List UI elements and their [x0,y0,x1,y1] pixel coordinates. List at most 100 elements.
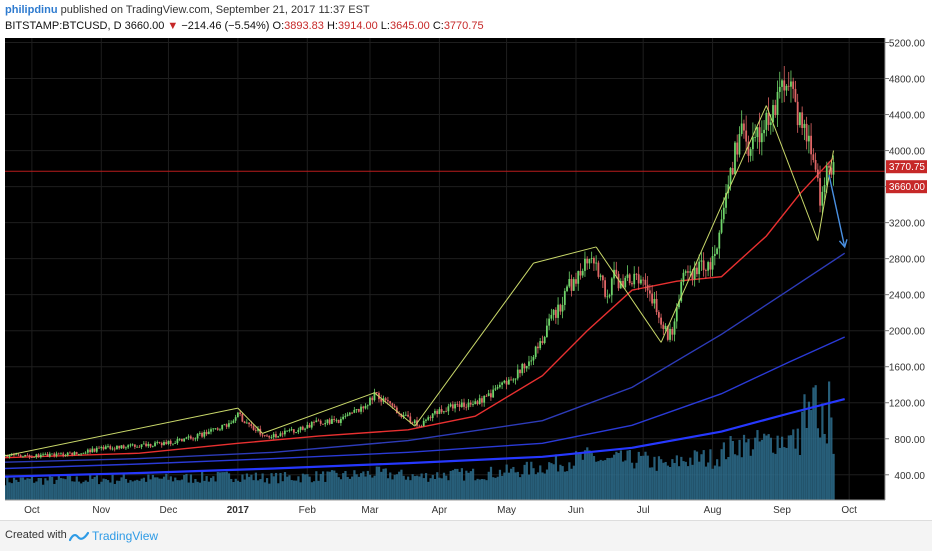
candle-down [458,404,461,407]
volume-bar [89,474,92,500]
volume-bar [664,461,667,500]
time-axis[interactable] [5,500,885,518]
candle-down [490,393,492,398]
volume-bar [75,476,78,500]
volume-bar [283,472,287,500]
volume-bar [469,471,472,500]
candle-down [456,404,459,405]
volume-bar [653,456,656,500]
price-axis[interactable] [885,38,927,500]
candle-up [95,447,98,452]
chart-area[interactable]: 400.00 800.00 1200.00 1600.00 2000.00 2400.00… [4,38,927,518]
volume-bar [662,462,665,500]
candle-down [53,453,56,456]
candle-down [440,409,443,413]
price-chart[interactable]: 400.00 800.00 1200.00 1600.00 2000.00 2400.00… [4,38,927,518]
volume-bar [216,472,219,500]
candle-down [384,398,387,401]
candle-up [716,248,718,254]
volume-bar [798,455,802,500]
volume-bar [545,469,549,500]
volume-bar [160,478,163,500]
volume-bar [718,466,721,500]
candle-up [720,219,723,233]
candle-down [801,112,804,128]
candle-up [422,420,425,427]
candle-up [552,309,555,315]
volume-bar [413,476,416,500]
volume-bar [812,387,815,500]
volume-bar [319,473,322,500]
candle-up [295,432,297,433]
volume-bar [680,456,683,500]
volume-bar [82,481,85,500]
candle-up [821,191,824,206]
candle-up [673,321,676,335]
volume-bar [77,481,81,500]
author-link[interactable]: philipdinu [5,4,58,16]
candle-down [819,178,821,206]
volume-bar [492,477,495,500]
candle-up [288,430,291,431]
volume-bar [212,476,215,500]
candle-up [684,271,687,273]
volume-bar [604,460,607,500]
candle-down [380,399,383,402]
volume-bar [384,468,387,500]
candle-down [743,123,745,131]
candle-up [825,165,828,186]
candle-up [514,378,517,380]
candle-down [145,443,147,447]
candle-down [646,284,649,291]
volume-bar [326,471,329,500]
candle-up [373,392,376,401]
tradingview-brand-link[interactable]: TradingView [92,529,159,543]
volume-bar [592,455,596,500]
volume-bar [442,472,446,500]
moving-average-line [4,336,845,470]
volume-bar [131,481,134,500]
candle-down [657,312,660,318]
volume-bar [42,484,45,500]
volume-bar [248,476,251,500]
candle-up [640,279,642,284]
candle-up [624,277,627,288]
volume-bar [801,411,804,500]
volume-bar [693,450,696,500]
candle-down [830,167,833,175]
price-label-box [886,180,927,194]
candle-up [610,278,613,296]
volume-bar [478,479,481,500]
volume-bar [485,480,488,500]
volume-bar [205,476,208,500]
candle-up [245,422,248,424]
volume-bar [402,475,405,500]
candle-up [478,398,481,404]
volume-bar [301,473,305,500]
volume-bar [281,481,284,500]
volume-bar [245,473,249,500]
volume-bar [740,457,743,500]
candle-up [823,185,826,192]
volume-bar [554,454,558,500]
candle-down [579,271,582,276]
publish-line: philipdinu published on TradingView.com,… [5,4,370,16]
candle-up [693,267,696,280]
volume-bar [274,472,278,500]
volume-bar [236,480,240,500]
candle-down [816,169,819,179]
candle-down [205,432,208,435]
candle-up [769,122,772,125]
volume-bar [261,473,264,500]
volume-bar [512,466,515,500]
volume-bar [568,462,571,500]
candle-up [402,415,405,418]
candle-up [100,446,103,449]
candle-up [77,453,80,455]
volume-bar [673,462,676,500]
trendline [660,195,727,343]
volume-bar [823,433,826,500]
volume-bar [37,478,40,500]
candle-down [709,262,712,270]
volume-bar [227,473,231,500]
